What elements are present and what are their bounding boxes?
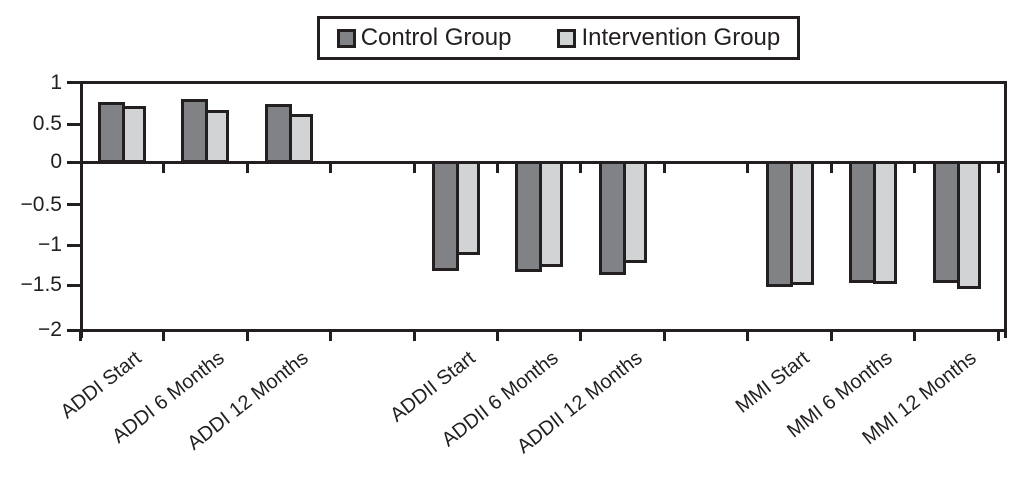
y-axis-tick <box>67 122 80 126</box>
zero-line-tick <box>496 163 499 173</box>
zero-line-tick <box>162 163 166 173</box>
bar-intervention-group-addi-6-months <box>205 110 230 164</box>
y-axis-tick <box>67 283 80 287</box>
bar-control-group-addi-12-months <box>264 104 292 164</box>
y-axis-tick-label: 0.5 <box>32 112 62 135</box>
bar-control-group-addi-6-months <box>181 99 209 164</box>
x-axis-line <box>80 328 1007 332</box>
y-axis-tick <box>67 160 80 164</box>
plot-frame-top <box>80 80 1007 84</box>
y-axis-tick-label: −1 <box>38 233 62 256</box>
bar-control-group-addii-6-months <box>515 160 543 273</box>
x-axis-tick <box>913 331 917 341</box>
bar-control-group-mmi-12-months <box>932 160 960 283</box>
bar-intervention-group-addi-12-months <box>288 114 313 164</box>
chart-legend: Control Group Intervention Group <box>317 16 800 60</box>
y-axis-tick <box>67 328 80 332</box>
y-axis-tick-label: −2 <box>38 318 62 341</box>
y-axis-tick-label: 1 <box>50 70 62 94</box>
zero-line-tick <box>996 163 1000 173</box>
legend-item-control-group: Control Group <box>336 24 512 51</box>
legend-item-intervention-group: Intervention Group <box>557 26 780 50</box>
x-axis-tick <box>329 331 333 341</box>
bar-intervention-group-mmi-start <box>789 160 814 285</box>
bar-control-group-addii-start <box>431 160 459 271</box>
intervention-group-label: Intervention Group <box>581 24 781 51</box>
x-axis-tick <box>78 331 82 341</box>
intervention-group-swatch <box>557 28 577 48</box>
x-axis-tick <box>496 331 499 341</box>
control-group-swatch <box>336 28 356 48</box>
zero-line-tick <box>913 163 917 173</box>
x-axis-tick <box>662 331 666 341</box>
y-axis-tick-label: 0 <box>50 150 62 173</box>
bar-control-group-addi-start <box>97 101 125 164</box>
y-axis-tick <box>67 243 80 247</box>
zero-line-tick <box>829 163 833 173</box>
x-axis-tick <box>829 331 833 341</box>
bar-intervention-group-addii-6-months <box>539 160 564 267</box>
bar-intervention-group-mmi-12-months <box>956 160 981 290</box>
bar-intervention-group-mmi-6-months <box>873 160 898 285</box>
zero-line-tick <box>662 163 666 173</box>
bar-intervention-group-addii-start <box>455 160 480 255</box>
bar-control-group-addii-12-months <box>598 160 626 275</box>
x-axis-tick <box>579 331 583 341</box>
y-axis-tick-label: −1.5 <box>20 273 62 296</box>
control-group-label: Control Group <box>360 24 512 51</box>
plot-frame-right <box>1003 80 1007 338</box>
zero-line-tick <box>746 163 750 173</box>
x-axis-tick <box>746 331 750 341</box>
x-axis-tick <box>996 331 1000 341</box>
y-axis-tick <box>67 203 80 206</box>
y-axis-tick <box>67 81 80 85</box>
bar-control-group-mmi-6-months <box>849 160 877 283</box>
x-axis-tick <box>162 331 166 341</box>
zero-line-tick <box>245 163 249 173</box>
x-axis-tick <box>245 331 249 341</box>
x-axis-tick <box>412 331 416 341</box>
y-axis-tick-label: −0.5 <box>20 192 62 216</box>
bar-intervention-group-addi-start <box>121 105 146 164</box>
zero-line-tick <box>329 163 333 173</box>
y-axis-line <box>80 80 83 338</box>
zero-line-tick <box>412 163 416 173</box>
zero-line-tick <box>579 163 583 173</box>
bar-control-group-mmi-start <box>765 160 793 287</box>
bar-intervention-group-addii-12-months <box>622 160 647 263</box>
